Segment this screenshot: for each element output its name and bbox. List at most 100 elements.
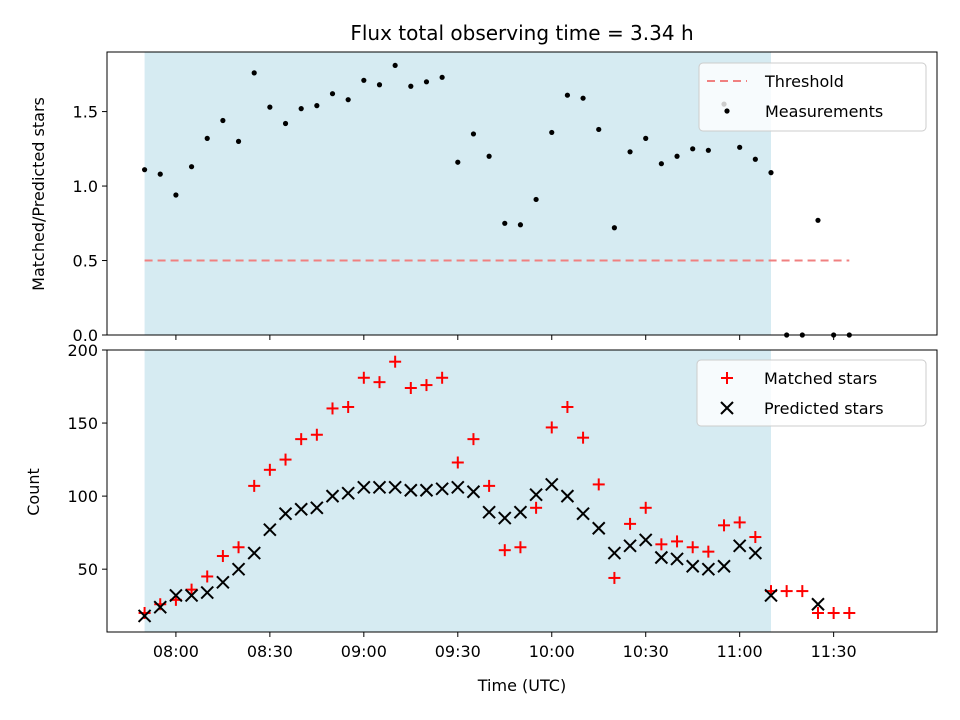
predicted-star-point xyxy=(670,552,684,566)
predicted-star-point xyxy=(545,477,559,492)
measurement-point xyxy=(705,147,711,153)
measurement-point xyxy=(611,225,617,231)
measurement-point xyxy=(768,170,774,176)
measurement-point xyxy=(141,167,148,173)
predicted-star-point xyxy=(576,506,590,521)
predicted-star-point xyxy=(748,546,763,560)
x-tick-label: 08:00 xyxy=(153,642,199,661)
chart-title: Flux total observing time = 3.34 h xyxy=(350,21,693,45)
measurement-point xyxy=(549,129,555,136)
matched-star-point xyxy=(811,607,824,620)
y-tick-label: 200 xyxy=(67,341,98,360)
predicted-star-point xyxy=(513,505,528,519)
predicted-star-point xyxy=(310,501,324,515)
predicted-star-point xyxy=(482,505,496,519)
x-axis-label: Time (UTC) xyxy=(477,676,566,695)
predicted-star-point xyxy=(701,562,716,576)
y-tick-label: 100 xyxy=(67,487,98,506)
matched-star-point xyxy=(326,402,339,415)
predicted-star-point xyxy=(325,489,340,503)
matched-star-point xyxy=(232,541,245,554)
top-y-axis: 0.0 0.5 1.0 1.5 xyxy=(73,103,107,345)
predicted-stars-series xyxy=(137,477,825,623)
predicted-star-point xyxy=(811,597,825,611)
x-tick-label: 08:30 xyxy=(247,642,293,661)
predicted-star-point xyxy=(294,502,308,516)
predicted-star-point xyxy=(639,533,653,547)
measurement-point xyxy=(643,135,649,141)
measurements-series xyxy=(141,62,852,338)
bottom-axes-frame xyxy=(106,349,938,633)
y-tick-label: 50 xyxy=(78,560,98,579)
x-tick-label: 09:00 xyxy=(341,642,387,661)
predicted-star-point xyxy=(263,523,277,537)
matched-star-point xyxy=(389,355,402,368)
matched-star-point xyxy=(279,453,292,466)
predicted-star-point xyxy=(247,546,261,560)
matched-star-point xyxy=(733,516,746,529)
matched-star-point xyxy=(561,400,574,413)
observing-window-shade-bottom xyxy=(144,350,771,632)
measurement-point xyxy=(737,144,743,150)
measurement-point xyxy=(580,95,586,101)
predicted-star-point xyxy=(466,485,481,499)
predicted-star-point xyxy=(388,480,402,495)
matched-star-point xyxy=(357,371,370,384)
matched-star-point xyxy=(420,379,433,392)
matched-star-point xyxy=(592,478,605,491)
measurement-point xyxy=(314,103,320,109)
matched-star-point xyxy=(639,501,652,514)
top-y-axis-label: Matched/Predicted stars xyxy=(29,97,48,291)
measurement-point xyxy=(267,104,273,110)
legend-predicted-swatch xyxy=(720,401,734,415)
matched-star-point xyxy=(436,371,449,384)
predicted-star-point xyxy=(419,483,434,497)
predicted-star-point xyxy=(169,588,183,603)
predicted-star-point xyxy=(451,480,465,495)
bottom-panel: 50 100 150 200 08:00 08:30 09:00 09:30 10:00 10:… xyxy=(24,341,938,695)
measurement-point xyxy=(533,196,539,203)
measurement-point xyxy=(674,153,680,159)
matched-star-point xyxy=(310,428,323,441)
matched-star-point xyxy=(201,570,214,583)
x-tick-label: 09:30 xyxy=(435,642,481,661)
measurement-point xyxy=(517,222,524,228)
x-tick-label: 10:30 xyxy=(623,642,669,661)
measurement-point xyxy=(251,70,257,76)
measurement-point xyxy=(188,164,195,170)
legend-measurements-swatch xyxy=(724,108,730,114)
predicted-star-point xyxy=(592,521,606,535)
matched-star-point xyxy=(545,421,558,434)
legend-predicted-label: Predicted stars xyxy=(764,399,884,418)
predicted-star-point xyxy=(200,585,214,600)
predicted-star-point xyxy=(184,588,199,603)
predicted-star-point xyxy=(732,539,747,553)
matched-star-point xyxy=(827,607,840,620)
matched-star-point xyxy=(718,519,731,532)
matched-star-point xyxy=(248,479,261,492)
bottom-legend-box xyxy=(696,359,927,427)
predicted-star-point xyxy=(529,487,543,502)
measurement-point xyxy=(596,126,602,133)
matched-star-point xyxy=(483,479,496,492)
x-tick-label: 11:00 xyxy=(717,642,763,661)
matched-star-point xyxy=(216,550,229,563)
y-tick-label: 1.5 xyxy=(73,103,98,122)
measurement-point xyxy=(329,91,336,97)
predicted-star-point xyxy=(623,539,637,553)
measurement-point xyxy=(439,74,445,80)
legend-matched-swatch xyxy=(721,372,733,384)
matched-star-point xyxy=(702,545,715,558)
x-tick-label: 10:00 xyxy=(529,642,575,661)
legend-threshold-label: Threshold xyxy=(764,72,844,91)
measurement-point xyxy=(408,83,414,89)
predicted-star-point xyxy=(137,609,152,623)
measurement-point xyxy=(455,159,461,165)
bottom-x-axis: 08:00 08:30 09:00 09:30 10:00 10:30 11:00 11:30 xyxy=(153,632,857,661)
matched-star-point xyxy=(342,400,355,413)
y-tick-label: 0.0 xyxy=(73,326,98,345)
predicted-star-point xyxy=(764,588,778,603)
matched-star-point xyxy=(655,538,668,551)
x-tick-label: 11:30 xyxy=(811,642,857,661)
